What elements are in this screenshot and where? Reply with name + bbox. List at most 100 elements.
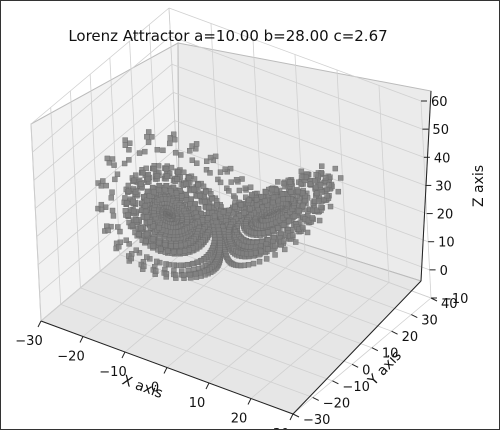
grid-line-z — [30, 7, 170, 125]
data-point — [192, 271, 199, 277]
data-point — [117, 228, 123, 235]
data-point — [144, 197, 150, 204]
data-point — [189, 157, 196, 163]
grid-line-z — [173, 92, 426, 186]
data-point — [299, 190, 306, 196]
data-points — [95, 129, 344, 281]
grid-line-y — [80, 287, 333, 382]
data-point — [228, 179, 234, 185]
data-point — [263, 189, 269, 195]
data-point — [316, 217, 323, 224]
y-tick-label: −30 — [303, 413, 330, 428]
data-point — [242, 185, 248, 191]
data-point — [154, 258, 160, 265]
grid-line-x — [250, 282, 390, 399]
data-point — [314, 207, 320, 214]
data-point — [300, 202, 306, 209]
y-tick-label: 10 — [382, 347, 399, 362]
grid-line-y — [119, 254, 372, 349]
z-tick-label: −10 — [441, 292, 468, 307]
y-tick-mark — [391, 330, 398, 335]
data-point — [193, 141, 200, 147]
data-point — [174, 176, 180, 182]
grid-line-z — [170, 35, 423, 130]
data-point — [298, 180, 305, 187]
data-point — [123, 237, 129, 243]
z-tick-label: 50 — [432, 123, 449, 138]
data-point — [238, 202, 244, 208]
data-point — [206, 204, 212, 211]
data-point — [154, 146, 161, 153]
data-point — [252, 250, 259, 256]
data-point — [109, 189, 115, 195]
data-point — [180, 272, 187, 278]
data-point — [173, 243, 179, 249]
y-tick-mark — [371, 347, 379, 352]
data-point — [203, 167, 210, 173]
data-point — [155, 163, 162, 169]
data-point — [272, 243, 278, 249]
z-tick-label: 30 — [435, 179, 452, 194]
data-point — [220, 209, 227, 215]
data-point — [131, 177, 137, 184]
x-tick-mark — [121, 351, 126, 359]
data-point — [163, 166, 169, 172]
data-point — [241, 209, 247, 216]
data-point — [140, 169, 146, 176]
grid-line-y — [109, 57, 121, 255]
data-point — [126, 147, 132, 153]
data-point — [151, 189, 157, 195]
data-point — [315, 198, 322, 204]
data-point — [258, 248, 264, 255]
data-point — [122, 208, 129, 214]
data-point — [130, 208, 137, 214]
data-point — [143, 238, 149, 244]
data-point — [108, 195, 115, 201]
data-point — [145, 175, 151, 182]
data-point — [298, 168, 305, 175]
data-point — [190, 186, 197, 193]
data-point — [181, 169, 187, 176]
data-point — [249, 192, 255, 198]
data-point — [126, 219, 132, 226]
data-point — [150, 223, 156, 229]
data-point — [332, 165, 339, 172]
grid-line-x — [336, 69, 348, 268]
data-point — [233, 176, 240, 183]
data-point — [162, 241, 168, 248]
data-point — [149, 134, 155, 140]
data-point — [172, 150, 179, 156]
data-point — [181, 248, 188, 254]
y-tick-label: −20 — [323, 396, 350, 411]
data-point — [122, 142, 129, 148]
data-point — [150, 236, 156, 242]
grid-line-x — [378, 85, 390, 283]
data-point — [275, 225, 281, 231]
y-tick-label: 40 — [441, 297, 458, 312]
data-point — [163, 271, 170, 277]
data-point — [141, 263, 147, 270]
data-point — [239, 176, 245, 182]
data-point — [335, 188, 342, 195]
data-point — [204, 158, 210, 164]
grid-line-y — [89, 74, 101, 272]
data-point — [304, 229, 311, 236]
data-point — [132, 189, 139, 195]
x-tick-mark — [37, 320, 42, 328]
data-point — [217, 169, 224, 175]
data-point — [112, 176, 118, 183]
data-point — [138, 225, 144, 231]
data-point — [172, 272, 179, 278]
data-point — [150, 243, 157, 249]
data-point — [298, 174, 305, 180]
data-point — [164, 173, 171, 180]
data-point — [272, 252, 278, 258]
data-point — [170, 184, 177, 191]
data-point — [129, 222, 136, 229]
data-point — [280, 222, 287, 228]
z-tick-label: 20 — [437, 208, 454, 223]
data-point — [160, 147, 166, 154]
data-point — [142, 148, 148, 155]
grid-line-z — [35, 92, 174, 209]
data-point — [125, 182, 132, 189]
